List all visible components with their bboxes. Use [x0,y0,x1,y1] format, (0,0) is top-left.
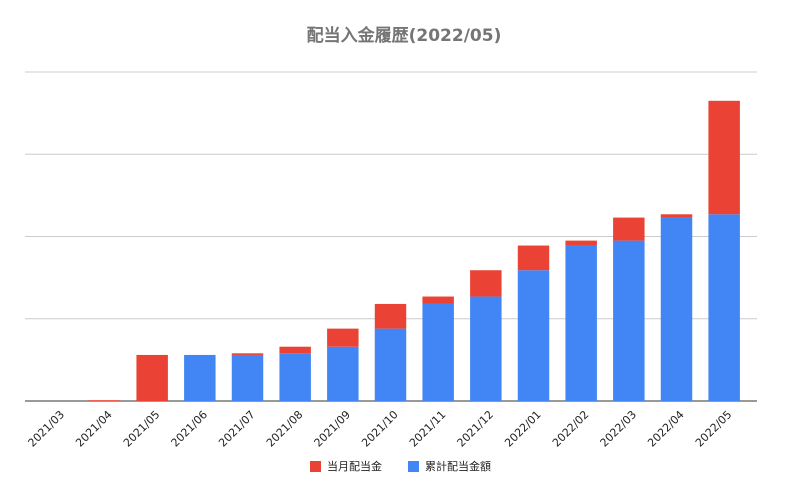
bar-segment [565,240,597,246]
legend-swatch [310,461,321,472]
bar-segment [231,354,264,401]
bar-segment [184,354,216,401]
legend-label: 当月配当金 [327,459,382,473]
bar-segment [660,217,693,401]
bar-segment [613,217,645,241]
legend-label: 累計配当金額 [425,459,491,473]
bar-segment [136,354,168,401]
bar-segment [708,214,740,401]
legend-swatch [408,461,419,472]
bar-segment [374,328,407,401]
bar-segment [327,346,359,401]
bar-segment [231,353,264,355]
bar-segment [374,303,407,329]
bar-segment [660,214,693,218]
bar-segment [327,328,359,347]
bar-segment [708,100,740,215]
bar-segment [422,303,454,401]
bar-segment [565,245,597,401]
bar-segment [613,240,645,401]
bar-segment [470,270,502,297]
bar-segment [517,245,550,271]
bar-segment [470,296,502,401]
bar-segment [279,346,311,354]
chart-title: 配当入金履歴(2022/05) [307,25,502,46]
bar-segment [517,270,550,401]
bar-segment [279,353,311,401]
bar-segment [88,400,121,401]
bar-segment [422,296,454,304]
